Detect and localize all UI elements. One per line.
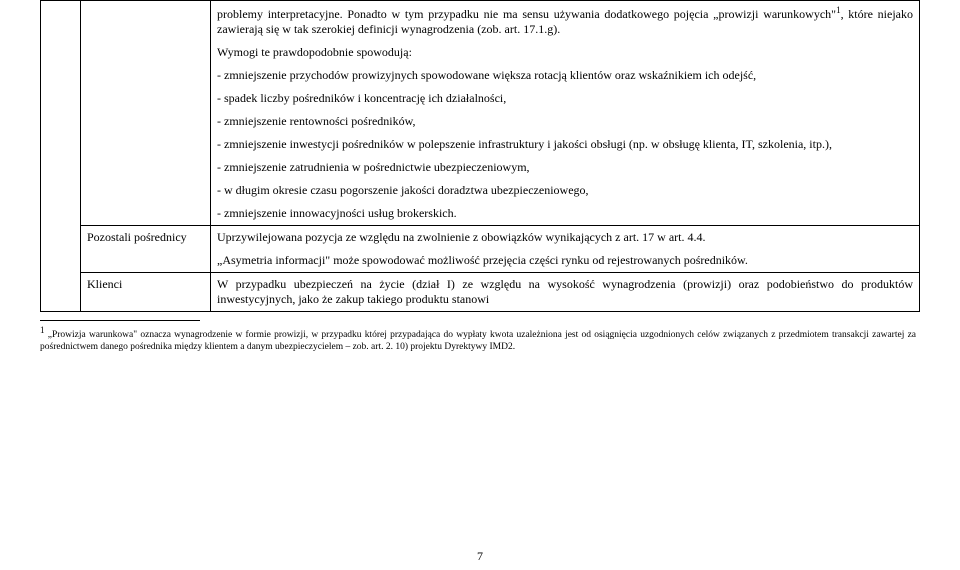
cell-content: W przypadku ubezpieczeń na życie (dział … xyxy=(211,273,920,312)
bullet-list: - zmniejszenie przychodów prowizyjnych s… xyxy=(217,68,913,221)
cell-col1: Pozostali pośrednicy xyxy=(81,226,211,273)
bullet: - zmniejszenie rentowności pośredników, xyxy=(217,114,913,129)
footnote-text: „Prowizja warunkowa" oznacza wynagrodzen… xyxy=(40,330,916,352)
footnote-separator xyxy=(40,320,200,321)
text: problemy interpretacyjne. Ponadto w tym … xyxy=(217,7,836,21)
bullet: - w długim okresie czasu pogorszenie jak… xyxy=(217,183,913,198)
bullet: - zmniejszenie przychodów prowizyjnych s… xyxy=(217,68,913,83)
bullet: - zmniejszenie innowacyjności usług brok… xyxy=(217,206,913,221)
cell-content: Uprzywilejowana pozycja ze względu na zw… xyxy=(211,226,920,273)
footnote: 1 „Prowizja warunkowa" oznacza wynagrodz… xyxy=(40,325,920,354)
cell-col0 xyxy=(41,1,81,312)
bullet: - spadek liczby pośredników i koncentrac… xyxy=(217,91,913,106)
bullet: - zmniejszenie inwestycji pośredników w … xyxy=(217,137,913,152)
page: problemy interpretacyjne. Ponadto w tym … xyxy=(0,0,960,354)
table-row: problemy interpretacyjne. Ponadto w tym … xyxy=(41,1,920,226)
paragraph: problemy interpretacyjne. Ponadto w tym … xyxy=(217,5,913,37)
cell-col1: Klienci xyxy=(81,273,211,312)
cell-col1 xyxy=(81,1,211,226)
paragraph: Uprzywilejowana pozycja ze względu na zw… xyxy=(217,230,913,245)
paragraph: Wymogi te prawdopodobnie spowodują: xyxy=(217,45,913,60)
paragraph: W przypadku ubezpieczeń na życie (dział … xyxy=(217,277,913,307)
table-row: Pozostali pośrednicy Uprzywilejowana poz… xyxy=(41,226,920,273)
table-row: Klienci W przypadku ubezpieczeń na życie… xyxy=(41,273,920,312)
cell-content: problemy interpretacyjne. Ponadto w tym … xyxy=(211,1,920,226)
page-number: 7 xyxy=(0,549,960,564)
bullet: - zmniejszenie zatrudnienia w pośrednict… xyxy=(217,160,913,175)
paragraph: „Asymetria informacji" może spowodować m… xyxy=(217,253,913,268)
main-table: problemy interpretacyjne. Ponadto w tym … xyxy=(40,0,920,312)
